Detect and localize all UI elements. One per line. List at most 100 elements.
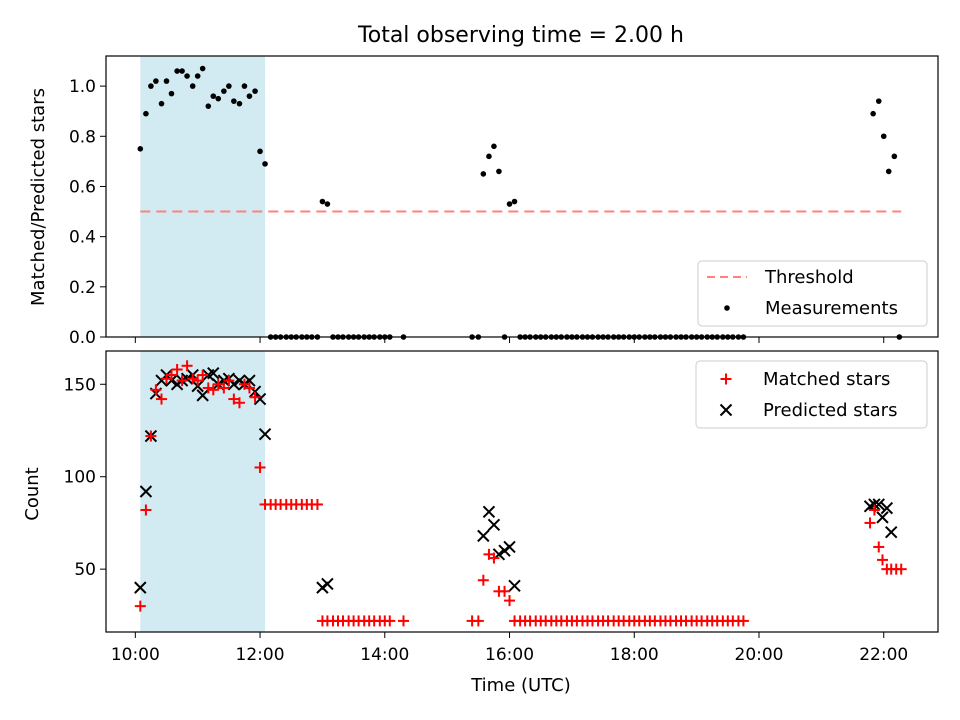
count-y-ticks: 50 100 150 [64,375,106,580]
predicted-point [139,485,153,498]
figure-title: Total observing time = 2.00 h [357,23,684,48]
matched-point [134,600,146,612]
measurement-point [480,171,487,177]
matched-point [876,554,888,566]
matched-point [176,375,188,387]
y-tick-label: 0.8 [69,127,96,147]
predicted-point [191,379,204,393]
predicted-point [487,518,501,531]
measurement-point [891,153,898,160]
predicted-point [482,505,496,519]
y-tick-label: 0.4 [69,228,96,248]
matched-point [254,461,266,473]
measurement-point [885,168,892,175]
matched-point [504,595,516,607]
measurement-point [153,78,159,84]
measurement-point [870,110,876,117]
legend-measurements-swatch [724,305,730,311]
matched-points [134,360,907,627]
measurement-point [210,93,217,99]
ratio-legend[interactable]: Threshold Measurements [697,260,928,327]
measurement-point [491,143,497,150]
ratio-axes-frame [105,55,939,338]
matched-point [720,373,732,385]
ratio-panel: 0.0 0.2 0.4 0.6 0.8 1.0 Matched/Predicted sta… [28,55,939,348]
predicted-point [503,540,516,554]
measurement-point [158,100,165,107]
count-observing-window [140,351,266,632]
measurement-point [168,90,175,97]
count-y-axis-label: Count [22,467,43,520]
matched-point [477,574,489,586]
predicted-point [253,392,267,406]
matched-point [233,397,245,409]
y-tick-label: 150 [64,375,96,395]
matched-point [150,384,162,396]
matched-point [181,360,193,372]
legend-predicted-swatch [719,403,733,417]
matched-point [202,382,214,394]
ratio-y-axis-label: Matched/Predicted stars [28,88,49,306]
predicted-point [719,403,733,417]
matched-point [873,541,885,553]
matched-point [737,615,749,627]
matched-point [249,391,261,403]
measurement-point [215,95,222,102]
ratio-observing-window [140,56,266,337]
matched-point [499,585,511,597]
y-tick-label: 0.2 [69,278,96,298]
measurement-point [324,201,331,207]
predicted-point [880,501,894,515]
measurement-point [252,88,258,94]
matched-point [212,378,224,390]
y-tick-label: 0.0 [69,328,96,348]
count-x-ticks: 10:00 12:00 14:00 16:00 18:00 20:00 22:00 [111,632,908,665]
predicted-point [876,511,889,524]
ratio-x-ticks [134,337,885,343]
measurement-point [174,68,180,74]
x-tick-label: 10:00 [111,645,160,665]
count-legend[interactable]: Matched stars Predicted stars [695,360,928,429]
measurement-point [236,100,243,107]
matched-point [218,382,230,394]
measurement-point [205,103,212,109]
measurement-point [194,73,201,79]
x-tick-label: 14:00 [360,645,409,665]
ratio-legend-box [697,260,928,327]
measurement-point [246,93,253,99]
measurement-point [241,83,248,89]
measurement-point [319,198,326,205]
predicted-point [165,374,178,387]
measurement-point [506,201,513,207]
measurement-point [184,73,190,79]
measurement-point [226,83,232,89]
count-legend-box [695,360,928,429]
predicted-point [258,427,272,441]
legend-matched-swatch [720,373,732,385]
predicted-point [477,529,490,543]
count-axes-frame [105,350,939,633]
measurement-point [143,110,149,117]
matched-point [192,375,204,387]
measurement-point [875,98,882,104]
matched-point [228,393,240,405]
measurement-point [179,68,185,74]
matched-point [488,552,500,564]
matched-point [472,615,484,627]
legend-predicted-label: Predicted stars [763,400,897,421]
y-tick-label: 0.6 [69,177,96,197]
x-tick-label: 16:00 [485,645,534,665]
measurement-point [496,168,502,175]
predicted-point [885,525,898,539]
matched-point [197,369,209,381]
measurement-point [486,153,492,160]
predicted-point [868,498,881,511]
predicted-point [508,579,521,592]
measurement-point [199,65,206,72]
matched-point [243,382,255,394]
predicted-point [180,372,194,385]
y-tick-label: 1.0 [69,77,96,97]
measurement-point [221,88,227,94]
matched-point [864,517,876,529]
